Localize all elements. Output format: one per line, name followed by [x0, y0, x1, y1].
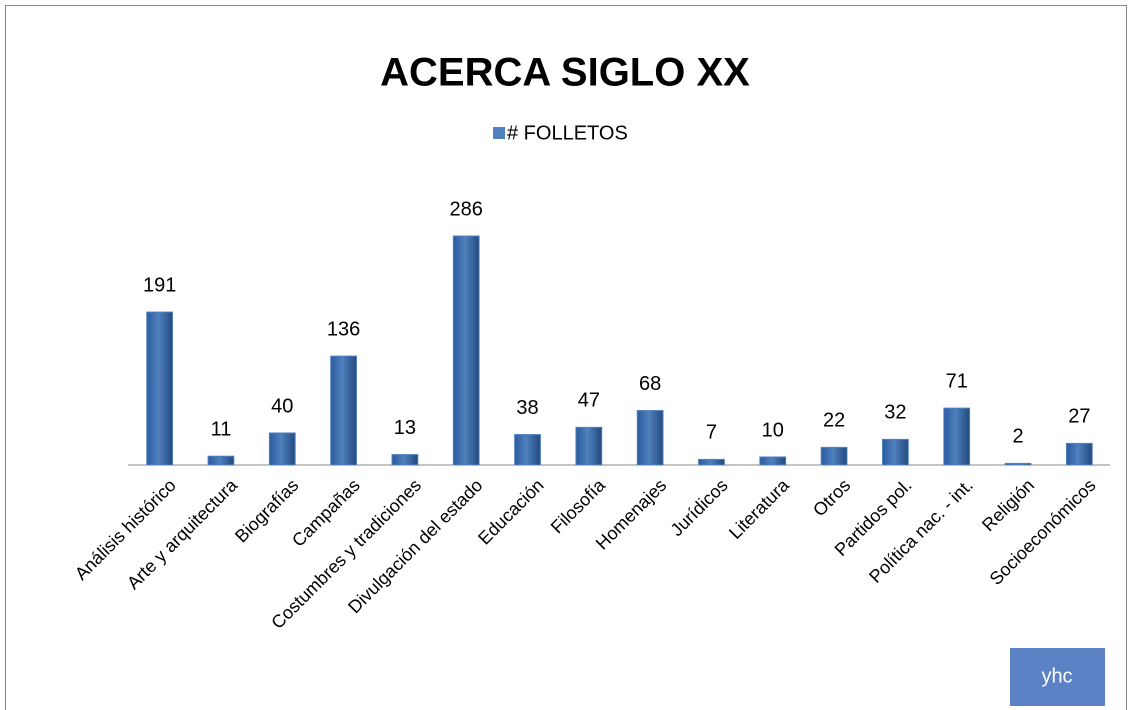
bar — [575, 426, 603, 466]
data-label: 2 — [1012, 426, 1023, 448]
bar — [330, 355, 357, 466]
data-label: 38 — [516, 397, 538, 419]
bar — [146, 311, 174, 466]
legend-swatch — [493, 127, 505, 139]
data-label: 47 — [578, 390, 600, 412]
bar — [882, 438, 909, 466]
data-label: 136 — [327, 318, 360, 340]
data-label: 286 — [450, 198, 483, 220]
data-label: 22 — [823, 410, 845, 432]
data-label: 27 — [1068, 406, 1090, 428]
data-label: 7 — [706, 422, 717, 444]
data-label: 10 — [762, 419, 784, 441]
bar — [391, 454, 419, 466]
data-label: 68 — [639, 373, 661, 395]
data-label: 32 — [884, 402, 906, 424]
legend-label: # FOLLETOS — [507, 122, 628, 144]
bar — [820, 446, 848, 466]
data-label: 191 — [143, 274, 176, 296]
badge-label: yhc — [1041, 665, 1072, 687]
bar — [1004, 462, 1032, 466]
bar — [514, 434, 541, 466]
bar — [268, 432, 296, 466]
chart-border — [5, 5, 1127, 710]
data-label: 13 — [394, 417, 416, 439]
data-label: 71 — [946, 370, 968, 392]
bar — [1065, 442, 1093, 466]
data-label: 11 — [211, 418, 232, 440]
bar — [636, 410, 664, 466]
bar — [759, 456, 787, 466]
badge — [1010, 648, 1105, 706]
chart-title: ACERCA SIGLO XX — [380, 51, 750, 95]
bar — [698, 458, 725, 466]
bar — [943, 407, 971, 466]
bar — [452, 235, 480, 466]
data-label: 40 — [271, 395, 293, 417]
bar — [207, 455, 235, 466]
